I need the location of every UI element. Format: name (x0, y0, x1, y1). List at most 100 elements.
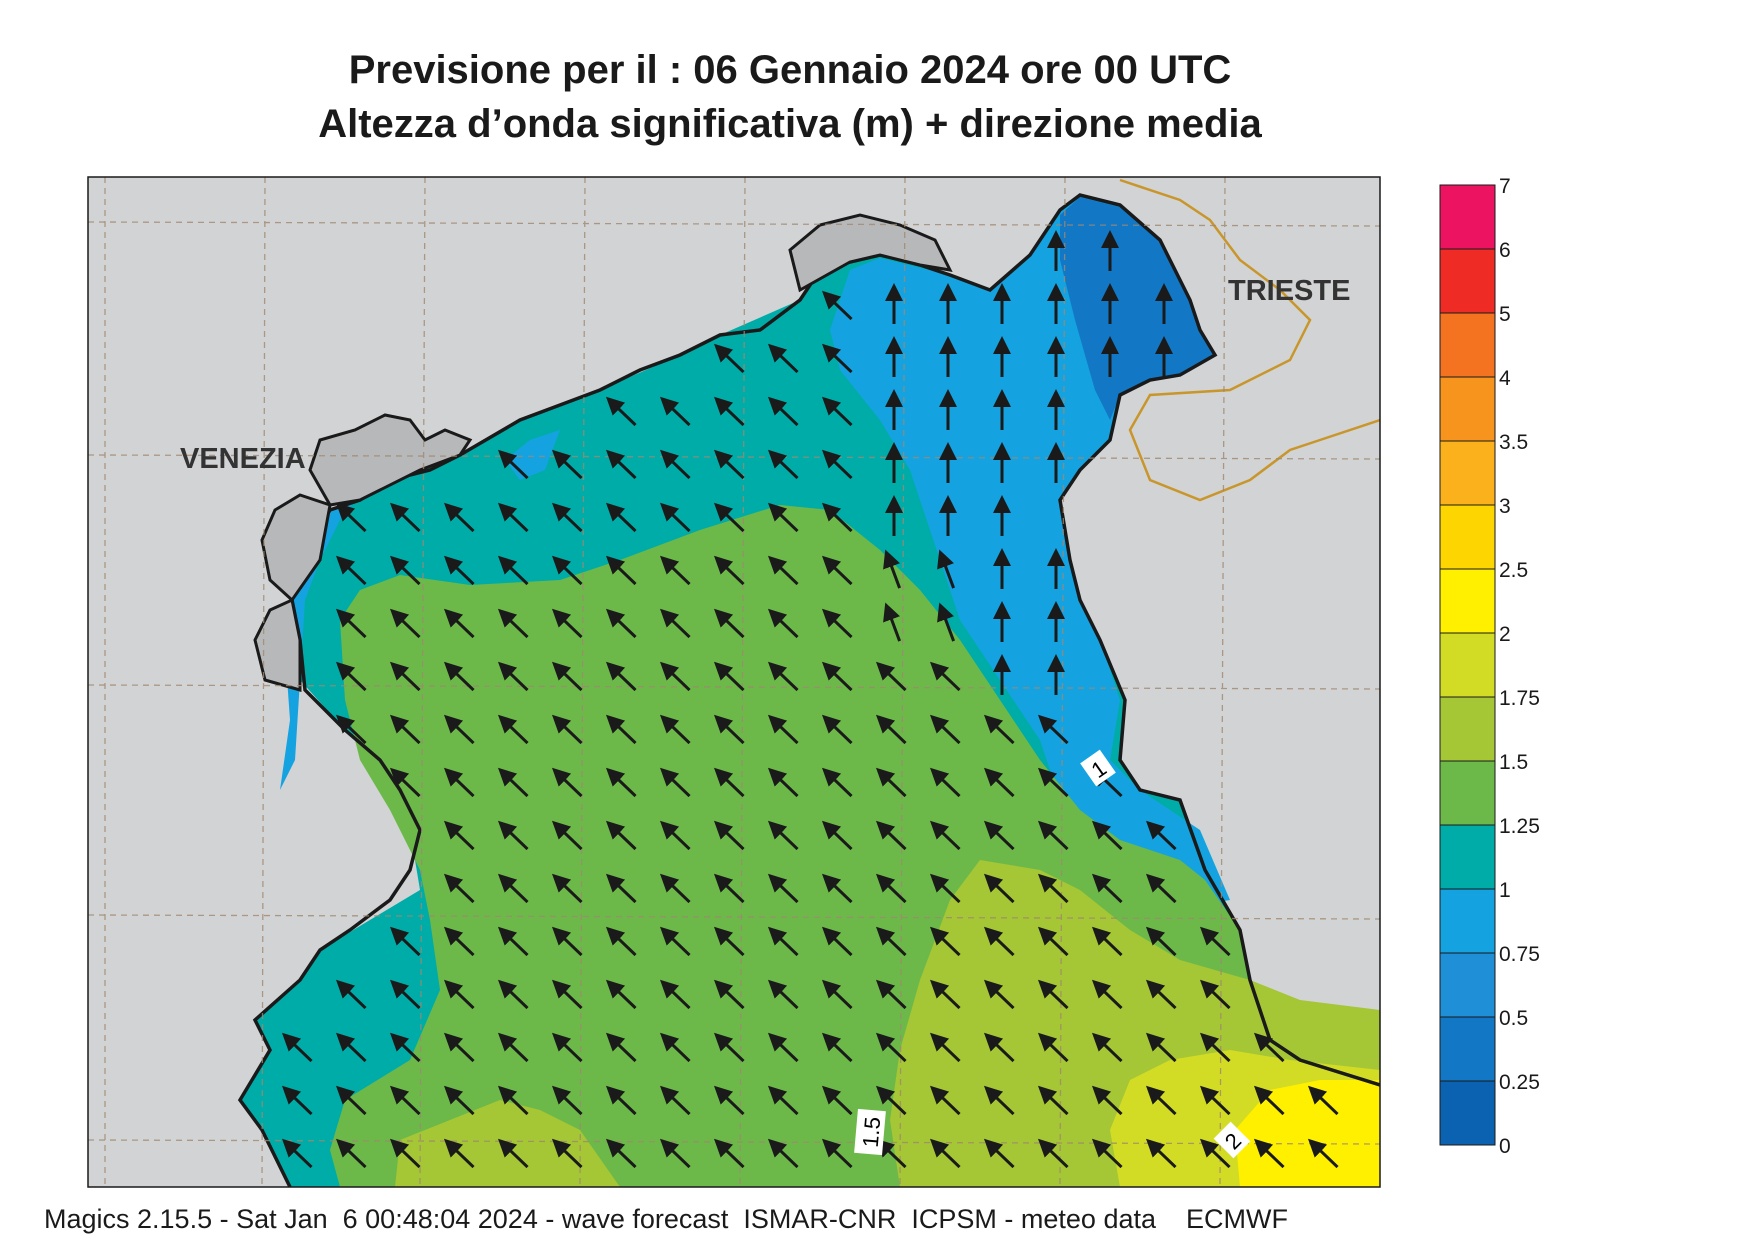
legend-swatch-8 (1439, 568, 1496, 634)
wave-arrow (551, 449, 583, 480)
wave-arrow (497, 1138, 529, 1169)
wave-direction-arrows (281, 230, 1339, 1169)
wave-arrow (1037, 873, 1069, 904)
wave-arrow (767, 820, 799, 851)
wave-arrow (1145, 1032, 1177, 1063)
wave-arrow (605, 502, 637, 533)
legend-swatch-4 (1439, 824, 1496, 890)
wave-arrow (497, 767, 529, 798)
wave-arrow (659, 608, 691, 639)
wave-arrow (389, 555, 421, 586)
legend-swatch-9 (1439, 504, 1496, 570)
legend-swatch-0 (1439, 1080, 1496, 1146)
sea-band-0.5-0.75 (1060, 197, 1215, 420)
wave-arrow (1037, 1085, 1069, 1116)
wave-arrow (937, 602, 956, 642)
wave-arrow (497, 820, 529, 851)
wave-arrow (1091, 979, 1123, 1010)
legend-level-label: 0.5 (1499, 1007, 1528, 1030)
wave-arrow (1091, 1085, 1123, 1116)
wave-arrow (551, 661, 583, 692)
wave-arrow (713, 820, 745, 851)
wave-arrow (281, 1032, 313, 1063)
wave-arrow (443, 979, 475, 1010)
wave-arrow (1091, 1032, 1123, 1063)
wave-arrow (605, 449, 637, 480)
wave-arrow (605, 714, 637, 745)
legend-level-label: 1.75 (1499, 687, 1540, 710)
wave-arrow (281, 1138, 313, 1169)
wave-arrow (983, 873, 1015, 904)
legend-swatch-13 (1439, 248, 1496, 314)
legend-level-label: 4 (1499, 367, 1511, 390)
wave-arrow (497, 714, 529, 745)
wave-arrow (605, 555, 637, 586)
wave-arrow (497, 449, 529, 480)
wave-arrow (389, 979, 421, 1010)
wave-arrow (767, 608, 799, 639)
legend-swatch-2 (1439, 952, 1496, 1018)
wave-arrow (659, 873, 691, 904)
wave-arrow (875, 820, 907, 851)
legend-level-label: 2.5 (1499, 559, 1528, 582)
wave-arrow (443, 1085, 475, 1116)
wave-arrow (551, 979, 583, 1010)
wave-arrow (335, 1085, 367, 1116)
wave-arrow (551, 873, 583, 904)
wave-arrow (1145, 820, 1177, 851)
wave-arrow (713, 767, 745, 798)
wave-arrow (875, 926, 907, 957)
wave-arrow (659, 502, 691, 533)
sea-band-0.75-1-lido (505, 430, 560, 480)
wave-arrow (443, 608, 475, 639)
wave-arrow (767, 1032, 799, 1063)
wave-arrow (335, 1138, 367, 1169)
wave-arrow (605, 1032, 637, 1063)
wave-arrow (883, 602, 902, 642)
wave-arrow (443, 820, 475, 851)
wave-arrow (659, 449, 691, 480)
wave-arrow (1199, 1032, 1231, 1063)
title-line-1: Previsione per il : 06 Gennaio 2024 ore … (348, 48, 1232, 92)
wave-arrow (335, 555, 367, 586)
wave-arrow (821, 555, 853, 586)
legend-level-label: 0.75 (1499, 943, 1540, 966)
wave-arrow (821, 1138, 853, 1169)
contour-label-1-5: 1.5 (854, 1108, 886, 1156)
wave-arrow (551, 820, 583, 851)
wave-arrow (605, 608, 637, 639)
wave-arrow (605, 396, 637, 427)
wave-arrow (875, 1138, 907, 1169)
wave-arrow (659, 1085, 691, 1116)
wave-arrow (821, 714, 853, 745)
legend-level-label: 7 (1499, 175, 1511, 198)
wave-arrow (767, 555, 799, 586)
legend-swatch-6 (1439, 696, 1496, 762)
legend-level-label: 3.5 (1499, 431, 1528, 454)
sea-band-2-2.5 (1235, 1080, 1380, 1187)
legend-swatch-11 (1439, 376, 1496, 442)
wave-arrow (929, 1138, 961, 1169)
wave-arrow (1145, 1138, 1177, 1169)
legend-swatch-5 (1439, 760, 1496, 826)
wave-arrow (875, 979, 907, 1010)
wave-arrow (713, 926, 745, 957)
contour-label-1-5-text: 1.5 (858, 1116, 886, 1149)
wave-arrow (659, 661, 691, 692)
wave-arrow (605, 820, 637, 851)
wave-arrow (497, 555, 529, 586)
wave-arrow (1253, 1032, 1285, 1063)
wave-arrow (821, 608, 853, 639)
wave-arrow (821, 661, 853, 692)
legend-level-label: 0.25 (1499, 1071, 1540, 1094)
wave-arrow (1145, 979, 1177, 1010)
wave-arrow (605, 1085, 637, 1116)
wave-arrow (659, 1138, 691, 1169)
wave-arrow (1199, 979, 1231, 1010)
wave-arrow (821, 1085, 853, 1116)
wave-arrow (497, 979, 529, 1010)
wave-arrow (659, 979, 691, 1010)
wave-arrow (767, 1138, 799, 1169)
wave-arrow (929, 873, 961, 904)
wave-arrow (551, 555, 583, 586)
